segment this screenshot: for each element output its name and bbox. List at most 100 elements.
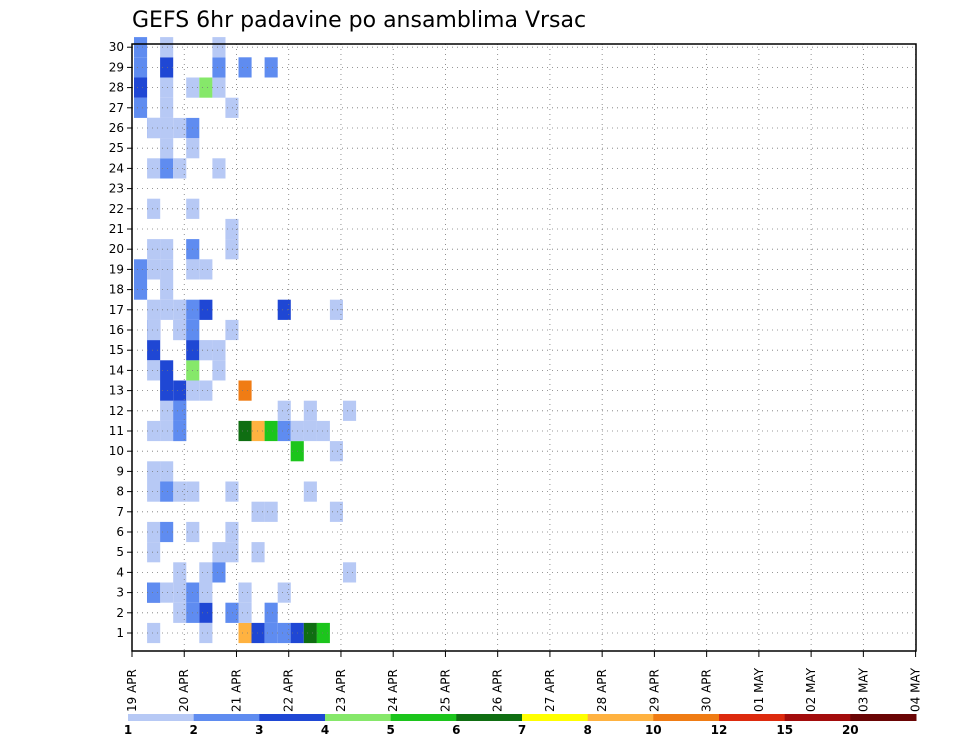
heatmap-cell	[264, 602, 278, 623]
heatmap-cell	[160, 521, 174, 543]
heatmap-cell	[147, 542, 161, 563]
x-tick-label: 25 APR	[438, 669, 452, 712]
heatmap-cell	[277, 622, 291, 644]
heatmap-cell	[199, 259, 213, 280]
heatmap-cell	[134, 279, 148, 300]
heatmap-cell	[238, 602, 252, 623]
colorbar-segment	[390, 714, 457, 721]
heatmap-cell	[251, 622, 265, 644]
colorbar-segment	[850, 714, 917, 721]
heatmap-cell	[199, 582, 213, 603]
y-tick-label: 1	[116, 626, 124, 640]
colorbar-label: 8	[584, 723, 592, 737]
heatmap-cell	[160, 259, 174, 280]
x-tick-label: 27 APR	[543, 669, 557, 712]
y-tick-label: 19	[109, 262, 124, 276]
heatmap-cell	[264, 57, 278, 78]
y-tick-label: 7	[116, 505, 124, 519]
heatmap-cell	[225, 97, 239, 118]
x-tick-label: 21 APR	[229, 669, 243, 712]
x-axis-ticks: 19 APR 20 APR 21 APR 22 APR 23 APR 24 APR 25 A…	[125, 651, 923, 712]
heatmap-cell	[134, 57, 148, 78]
y-tick-label: 4	[116, 565, 124, 579]
heatmap-cell	[173, 602, 187, 623]
heatmap-cell	[303, 481, 317, 502]
colorbar-label: 4	[321, 723, 329, 737]
heatmap-cell	[147, 461, 161, 482]
heatmap-cell	[147, 158, 161, 179]
heatmap-cell	[212, 77, 226, 98]
y-tick-label: 14	[109, 363, 124, 377]
heatmap-cell	[173, 158, 187, 179]
heatmap-cell	[277, 400, 291, 421]
x-tick-label: 20 APR	[177, 669, 191, 712]
heatmap-cell	[225, 319, 239, 341]
heatmap-cell	[160, 582, 174, 603]
heatmap-cell	[303, 400, 317, 421]
colorbar-label: 3	[255, 723, 263, 737]
heatmap-cell	[199, 77, 213, 98]
plot-frame	[131, 43, 917, 652]
heatmap-cell	[238, 582, 252, 603]
heatmap-cell	[277, 299, 291, 320]
heatmap-cell	[173, 420, 187, 442]
heatmap-cell	[160, 481, 174, 502]
heatmap-cell	[160, 158, 174, 179]
heatmap-cell	[134, 97, 148, 118]
heatmap-cell	[147, 360, 161, 381]
heatmap-cell	[212, 37, 226, 58]
heatmap-cell	[199, 299, 213, 320]
heatmap-cell	[264, 622, 278, 644]
colorbar-segment	[193, 714, 260, 721]
y-tick-label: 24	[109, 161, 124, 175]
heatmap-cell	[173, 400, 187, 421]
heatmap-cell	[147, 198, 161, 219]
heatmap-cell	[147, 420, 161, 442]
heatmap-cell	[160, 299, 174, 320]
heatmap-cell	[147, 259, 161, 280]
heatmap-cell	[173, 562, 187, 583]
colorbar-label: 5	[387, 723, 395, 737]
colorbar-label: 1	[124, 723, 132, 737]
heatmap-cell	[160, 279, 174, 300]
x-tick-label: 22 APR	[282, 669, 296, 712]
heatmap-cell	[225, 542, 239, 563]
y-tick-label: 23	[109, 182, 124, 196]
colorbar-segment	[325, 714, 392, 721]
heatmap-cell	[134, 37, 148, 58]
y-tick-label: 12	[109, 404, 124, 418]
heatmap-cell	[160, 97, 174, 118]
heatmap-cell	[173, 380, 187, 401]
heatmap-cell	[199, 340, 213, 361]
heatmap-cell	[199, 622, 213, 644]
heatmap-cell	[147, 521, 161, 543]
colorbar-label: 6	[452, 723, 460, 737]
heatmap-cell	[147, 340, 161, 361]
colorbar-label: 2	[190, 723, 198, 737]
colorbar-segment	[719, 714, 786, 721]
heatmap-cell	[212, 360, 226, 381]
heatmap-cell	[160, 138, 174, 159]
heatmap-cell	[147, 239, 161, 260]
y-tick-label: 5	[116, 545, 124, 559]
heatmap-cell	[212, 340, 226, 361]
heatmap-cell	[147, 319, 161, 341]
heatmap-cell	[173, 117, 187, 139]
heatmap-cell	[160, 360, 174, 381]
heatmap-cell	[147, 117, 161, 139]
heatmap-cell	[212, 158, 226, 179]
colorbar-label: 7	[518, 723, 526, 737]
heatmap-cell	[238, 57, 252, 78]
y-tick-label: 6	[116, 525, 124, 539]
y-axis-ticks: 1234567891011121314151617181920212223242…	[109, 40, 132, 640]
colorbar-segment	[128, 714, 195, 721]
heatmap-cell	[160, 239, 174, 260]
heatmap-cell	[303, 622, 317, 644]
heatmap-cell	[199, 562, 213, 583]
heatmap-cell	[134, 259, 148, 280]
heatmap-cell	[277, 582, 291, 603]
heatmap-cell	[264, 420, 278, 442]
heatmap-cell	[329, 501, 343, 522]
heatmap-cell	[160, 420, 174, 442]
